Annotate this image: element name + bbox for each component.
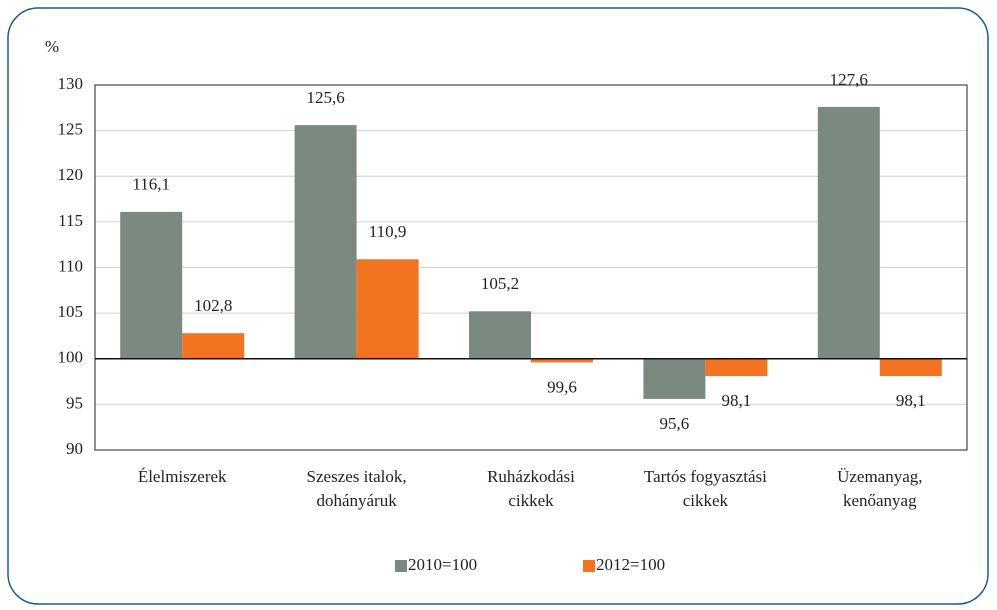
y-tick-label: 120: [58, 165, 84, 184]
bar: [294, 125, 357, 359]
data-label: 98,1: [896, 391, 926, 410]
data-label: 105,2: [481, 274, 519, 293]
y-tick-label: 115: [58, 211, 83, 230]
data-label: 99,6: [547, 377, 577, 396]
y-tick-label: 125: [58, 120, 84, 139]
legend-label: 2012=100: [596, 555, 665, 574]
data-label: 102,8: [194, 296, 232, 315]
y-tick-label: 95: [66, 393, 83, 412]
legend-label: 2010=100: [408, 555, 477, 574]
data-label: 110,9: [369, 222, 407, 241]
bar: [643, 358, 706, 399]
y-tick-label: 110: [58, 256, 83, 275]
x-tick-label: Ruházkodási cikkek: [487, 467, 575, 510]
bar: [356, 259, 419, 359]
bar: [469, 311, 531, 359]
bar: [182, 333, 245, 359]
plot-border: [94, 84, 968, 451]
y-tick-label: 105: [58, 302, 84, 321]
bar: [531, 358, 593, 363]
x-tick-label: Üzemanyag, kenőanyag: [837, 467, 922, 510]
bar: [120, 211, 183, 359]
data-label: 95,6: [660, 414, 690, 433]
x-tick-label: Tartós fogyasztási cikkek: [644, 467, 767, 510]
data-label: 127,6: [830, 70, 868, 89]
legend-swatch: [395, 560, 407, 572]
data-label: 125,6: [306, 88, 344, 107]
y-tick-label: 90: [66, 439, 83, 458]
bar: [705, 358, 768, 377]
x-tick-label: Szeszes italok, dohányáruk: [307, 467, 407, 510]
data-label: 116,1: [132, 175, 170, 194]
legend-swatch: [583, 560, 595, 572]
bar: [879, 358, 942, 377]
bar: [817, 106, 880, 359]
y-tick-label: 130: [58, 74, 84, 93]
x-tick-label: Élelmiszerek: [138, 467, 227, 486]
y-tick-label: 100: [58, 348, 84, 367]
frame: [7, 7, 989, 605]
data-label: 98,1: [722, 391, 752, 410]
y-axis-label: %: [45, 37, 59, 56]
